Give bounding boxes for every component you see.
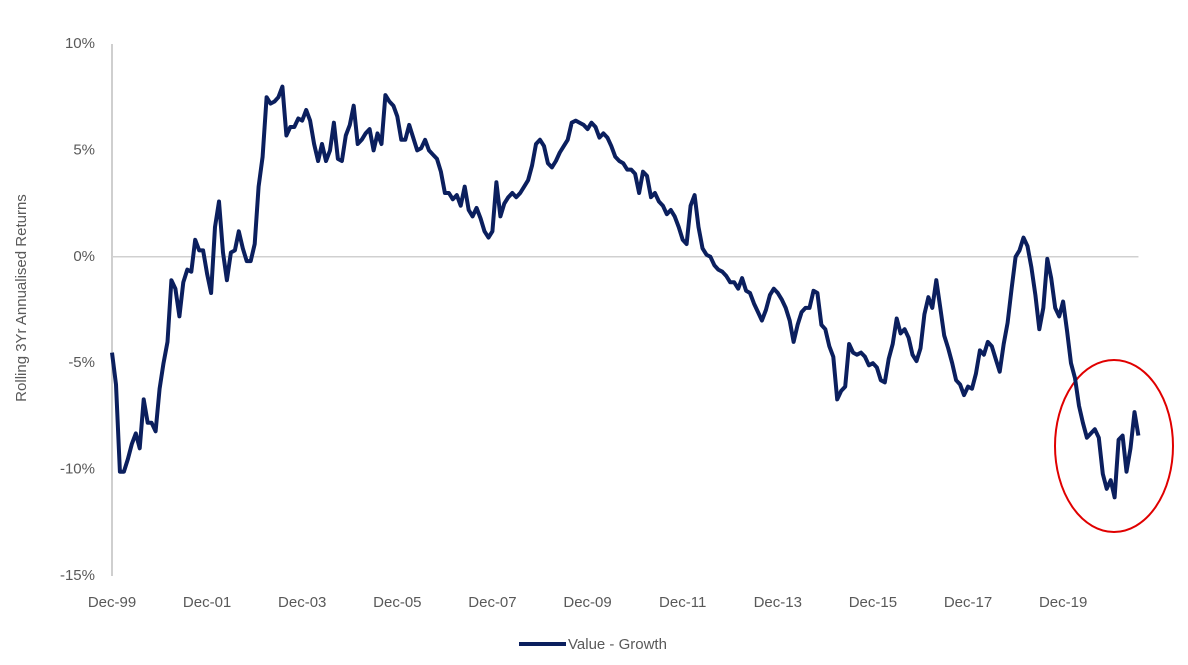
- y-tick-label: 0%: [73, 248, 95, 265]
- x-tick-label: Dec-15: [849, 594, 897, 611]
- x-tick-label: Dec-13: [754, 594, 802, 611]
- x-tick-label: Dec-19: [1039, 594, 1087, 611]
- x-tick-label: Dec-01: [183, 594, 231, 611]
- x-tick-label: Dec-09: [563, 594, 611, 611]
- x-tick-label: Dec-05: [373, 594, 421, 611]
- line-series: [110, 84, 1141, 500]
- x-tick-label: Dec-07: [468, 594, 516, 611]
- y-tick-label: 5%: [73, 141, 95, 158]
- y-axis-label: Rolling 3Yr Annualised Returns: [13, 194, 30, 402]
- highlight-circle: [1054, 359, 1174, 533]
- x-tick-label: Dec-99: [88, 594, 136, 611]
- y-tick-label: -5%: [68, 354, 95, 371]
- x-tick-label: Dec-03: [278, 594, 326, 611]
- legend-label: Value - Growth: [568, 636, 667, 653]
- y-tick-label: -10%: [60, 461, 95, 478]
- y-tick-label: -15%: [60, 567, 95, 584]
- x-tick-label: Dec-17: [944, 594, 992, 611]
- y-tick-label: 10%: [65, 35, 95, 52]
- x-tick-label: Dec-11: [659, 594, 706, 611]
